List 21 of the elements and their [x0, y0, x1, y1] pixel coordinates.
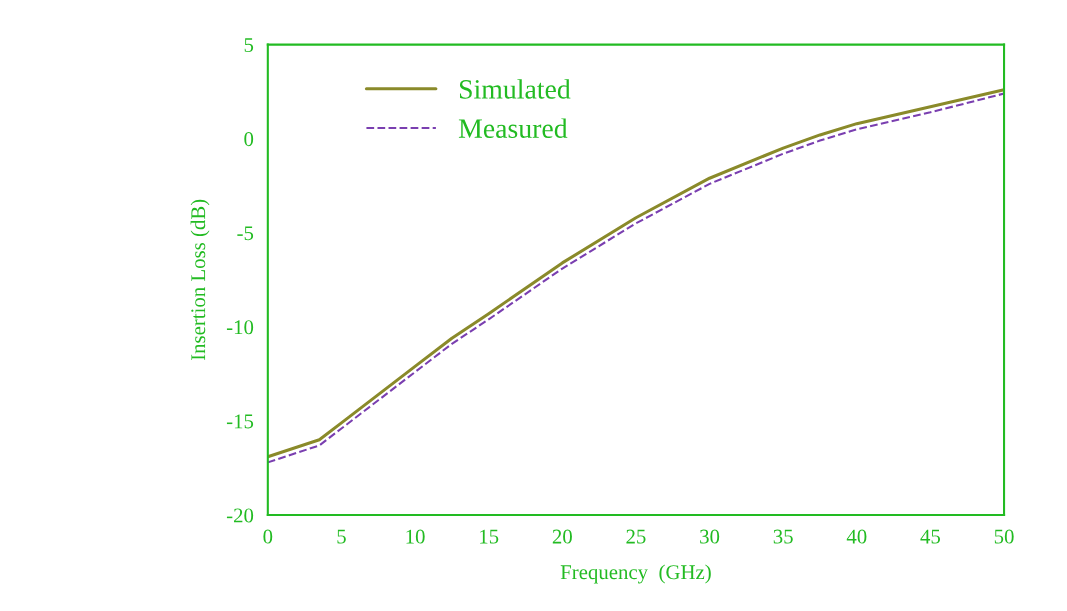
x-tick-label: 35 [773, 529, 793, 544]
y-axis-title: Insertion Loss (dB) [190, 199, 210, 361]
x-tick-label: 0 [263, 529, 273, 544]
y-tick-label: -15 [226, 414, 254, 429]
x-axis-title: Frequency (GHz) [560, 564, 711, 584]
x-tick-label: 40 [846, 529, 867, 544]
x-tick-label: 30 [700, 529, 720, 544]
x-tick-label: 25 [626, 529, 646, 544]
x-tick-label: 10 [406, 529, 425, 544]
y-tick-label: 0 [244, 132, 254, 147]
x-tick-label: 50 [994, 529, 1014, 544]
x-tick-label: 15 [480, 529, 499, 544]
y-tick-label: 5 [244, 38, 254, 53]
y-tick-label: -20 [226, 508, 254, 523]
y-tick-label: -5 [237, 226, 254, 241]
y-tick-label: -10 [226, 320, 254, 335]
x-tick-label: 5 [337, 529, 346, 544]
legend-label: Measured [458, 118, 568, 138]
x-tick-label: 20 [552, 529, 572, 544]
legend-label: Simulated [459, 79, 571, 99]
x-tick-label: 45 [920, 529, 941, 544]
